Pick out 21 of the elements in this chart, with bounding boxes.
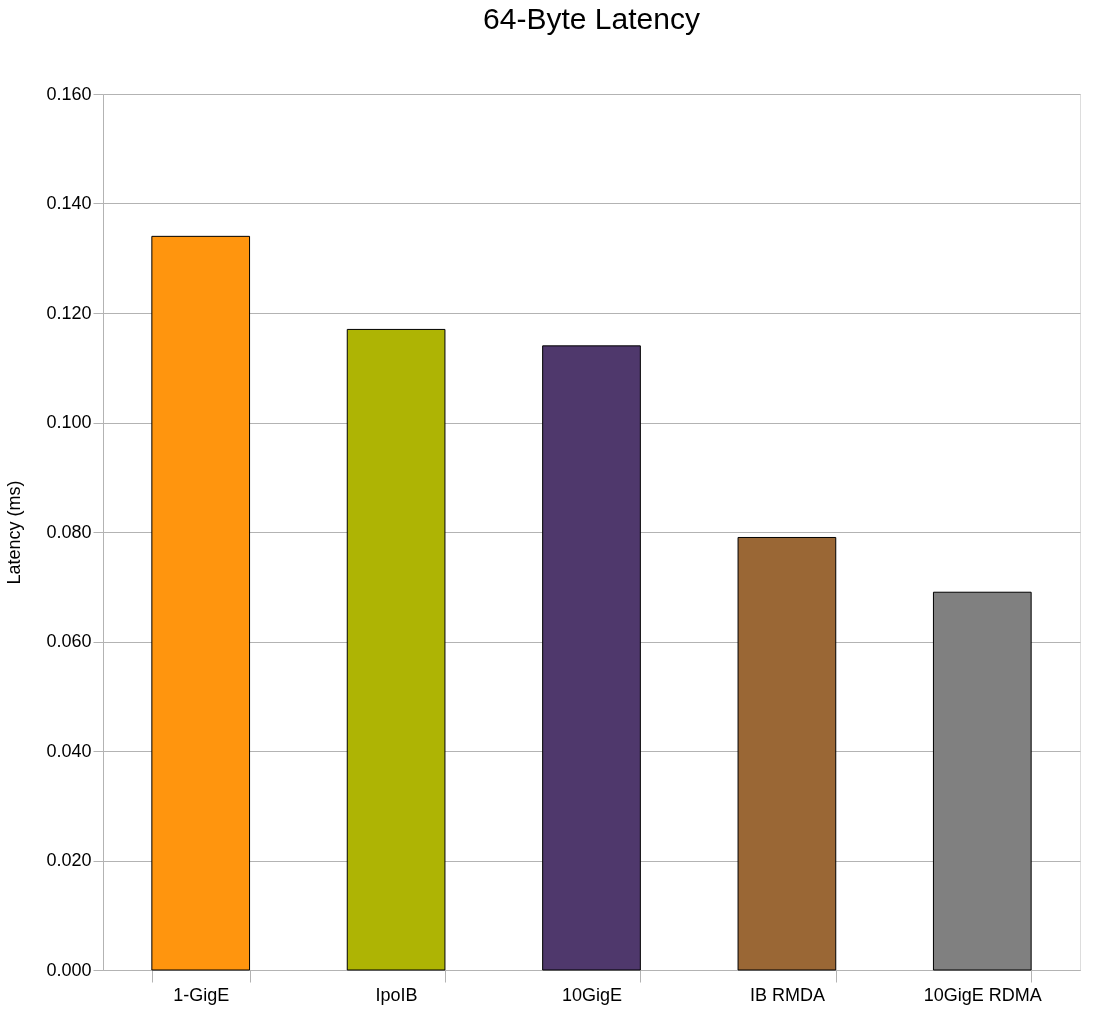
y-tick-label: 0.160 (46, 83, 92, 104)
bar (932, 591, 1032, 971)
chart-title: 64-Byte Latency (483, 2, 700, 35)
x-tick-label: 10GigE (561, 984, 623, 1005)
bar (151, 235, 251, 971)
x-tick-label: IpoIB (375, 984, 418, 1005)
y-tick-label: 0.060 (46, 631, 92, 651)
bar (346, 328, 446, 971)
y-tick-label: 0.040 (46, 740, 92, 761)
x-tick-label: IB RMDA (749, 984, 825, 1005)
y-tick-label: 0.140 (46, 193, 92, 213)
y-axis-title: Latency (ms) (4, 480, 25, 585)
bar (737, 536, 837, 971)
y-tick-label: 0.080 (46, 521, 92, 542)
y-tick-label: 0.000 (46, 959, 92, 980)
y-tick-label: 0.020 (46, 850, 92, 870)
y-tick-label: 0.100 (46, 412, 92, 432)
bar (542, 345, 641, 971)
y-tick-label: 0.120 (46, 302, 92, 323)
x-tick-label: 10GigE RDMA (923, 984, 1042, 1005)
x-tick-label: 1-GigE (173, 984, 230, 1005)
